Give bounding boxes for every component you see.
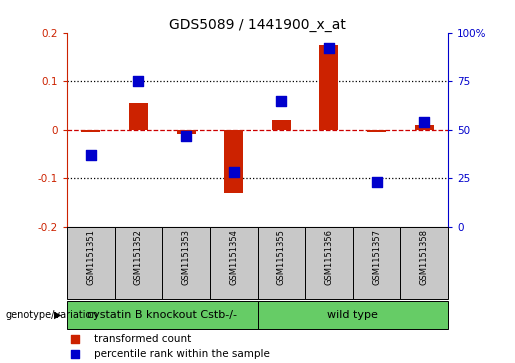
Text: GSM1151352: GSM1151352 bbox=[134, 229, 143, 285]
Bar bbox=[224, 130, 243, 193]
Bar bbox=[162, 227, 210, 299]
Text: GSM1151351: GSM1151351 bbox=[87, 229, 95, 285]
Text: wild type: wild type bbox=[328, 310, 378, 320]
Point bbox=[325, 45, 333, 51]
Point bbox=[372, 179, 381, 185]
Text: cystatin B knockout Cstb-/-: cystatin B knockout Cstb-/- bbox=[87, 310, 237, 320]
Bar bbox=[129, 103, 148, 130]
Bar bbox=[67, 301, 258, 329]
Point bbox=[134, 78, 143, 84]
Point bbox=[71, 351, 79, 356]
Text: transformed count: transformed count bbox=[94, 334, 191, 344]
Bar bbox=[114, 227, 162, 299]
Point bbox=[182, 133, 190, 139]
Bar bbox=[415, 125, 434, 130]
Bar bbox=[210, 227, 258, 299]
Text: genotype/variation: genotype/variation bbox=[5, 310, 98, 320]
Bar bbox=[258, 227, 305, 299]
Text: GSM1151354: GSM1151354 bbox=[229, 229, 238, 285]
Point bbox=[87, 152, 95, 158]
Point bbox=[420, 119, 428, 125]
Bar bbox=[353, 227, 401, 299]
Text: GSM1151353: GSM1151353 bbox=[182, 229, 191, 285]
Text: ▶: ▶ bbox=[54, 310, 62, 320]
Text: GSM1151355: GSM1151355 bbox=[277, 229, 286, 285]
Point bbox=[71, 336, 79, 342]
Bar bbox=[177, 130, 196, 134]
Text: GSM1151357: GSM1151357 bbox=[372, 229, 381, 285]
Bar bbox=[401, 227, 448, 299]
Point bbox=[230, 170, 238, 175]
Bar bbox=[305, 227, 353, 299]
Bar bbox=[319, 45, 338, 130]
Bar bbox=[81, 130, 100, 132]
Title: GDS5089 / 1441900_x_at: GDS5089 / 1441900_x_at bbox=[169, 18, 346, 32]
Point bbox=[277, 98, 285, 103]
Text: GSM1151356: GSM1151356 bbox=[324, 229, 333, 285]
Text: GSM1151358: GSM1151358 bbox=[420, 229, 428, 285]
Bar bbox=[272, 120, 291, 130]
Bar bbox=[258, 301, 448, 329]
Bar bbox=[367, 130, 386, 132]
Text: percentile rank within the sample: percentile rank within the sample bbox=[94, 348, 269, 359]
Bar bbox=[67, 227, 115, 299]
